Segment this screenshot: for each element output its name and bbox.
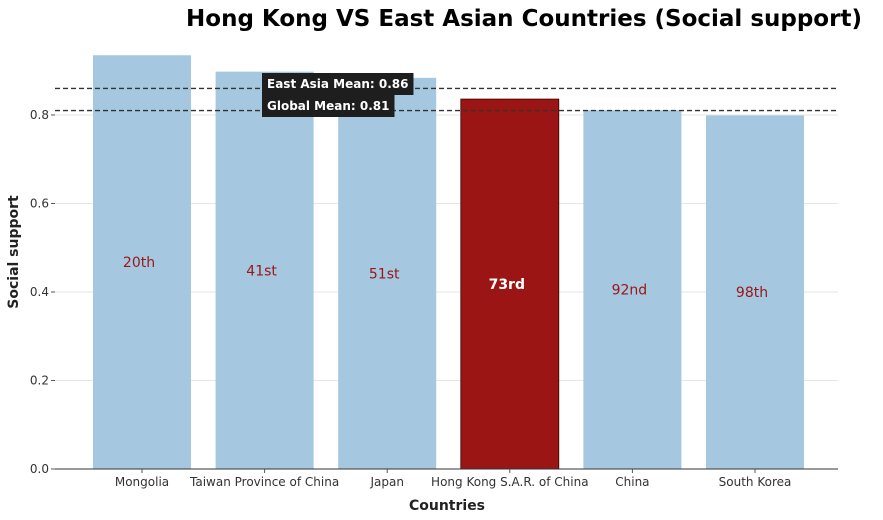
reference-label-box (262, 95, 395, 117)
y-axis-label: Social support (6, 195, 22, 309)
chart-title: Hong Kong VS East Asian Countries (Socia… (186, 6, 862, 32)
y-tick-label: 0.4 (30, 285, 49, 299)
bar-highlight (460, 98, 560, 470)
reference-lines: East Asia Mean: 0.86 Global Mean: 0.81 (55, 73, 838, 117)
x-tick-label: Japan (369, 475, 403, 489)
x-tick-label: Taiwan Province of China (189, 475, 339, 489)
bar (215, 71, 314, 469)
bar (706, 115, 804, 469)
x-tick-label: Mongolia (115, 475, 169, 489)
reference-label-box (262, 73, 414, 95)
reference-label: Global Mean: 0.81 (267, 99, 390, 113)
x-axis-label: Countries (409, 498, 485, 514)
y-tick-label: 0.8 (30, 108, 49, 122)
rank-label: 73rd (489, 277, 525, 293)
bar (583, 110, 682, 469)
y-axis-ticks: 0.0 0.2 0.4 0.6 0.8 (30, 108, 55, 476)
rank-labels: 20th 41st 51st 73rd 92nd 98th (123, 255, 768, 301)
rank-label: 98th (736, 285, 768, 301)
x-tick-label: South Korea (719, 475, 792, 489)
bar (93, 55, 191, 469)
x-tick-label: China (615, 475, 649, 489)
rank-label: 92nd (612, 283, 648, 299)
reference-label: East Asia Mean: 0.86 (267, 77, 408, 91)
rank-label: 41st (246, 263, 277, 279)
y-tick-label: 0.6 (30, 197, 49, 211)
rank-label: 20th (123, 255, 155, 271)
y-tick-label: 0.2 (30, 374, 49, 388)
x-axis-ticks: Mongolia Taiwan Province of China Japan Hon… (115, 469, 792, 489)
bars (93, 55, 804, 470)
x-tick-label: Hong Kong S.A.R. of China (431, 475, 589, 489)
rank-label: 51st (369, 266, 400, 282)
y-tick-label: 0.0 (30, 462, 49, 476)
bar (338, 77, 437, 469)
